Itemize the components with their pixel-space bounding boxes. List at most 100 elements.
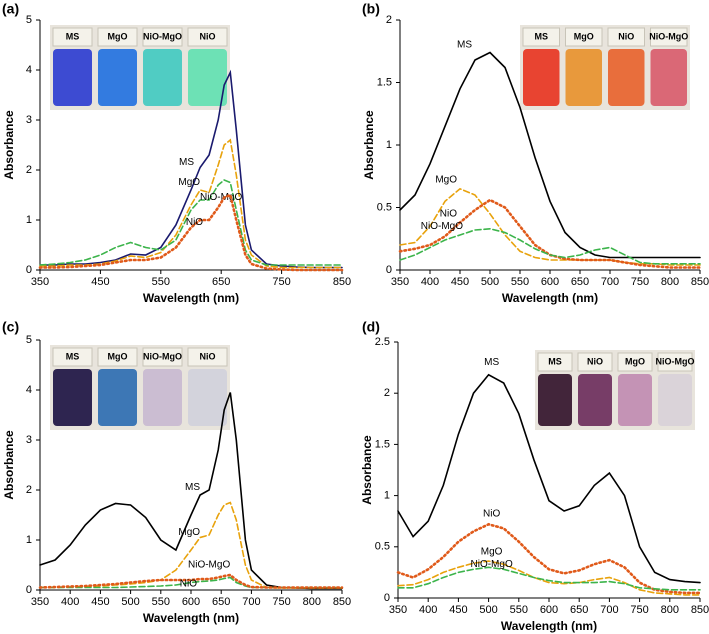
vial-cap [537,352,573,372]
curve-label: MgO [178,177,200,188]
y-axis-title: Absorbance [2,430,16,500]
x-tick-label: 550 [510,604,528,616]
x-tick-label: 500 [479,604,497,616]
vial-label: MgO [625,356,645,366]
vial-label: NiO-MgO [649,31,688,41]
x-tick-label: 650 [570,604,588,616]
spectrum-line [399,51,701,259]
y-tick-label: 1 [384,490,390,502]
x-tick-label: 800 [303,596,321,608]
spectrum-line [397,373,701,584]
vial [618,374,652,426]
vial-cap [187,347,228,367]
x-tick-label: 350 [391,276,409,288]
vial [98,369,137,426]
y-tick-label: 4 [26,64,32,76]
x-tick-label: 650 [212,596,230,608]
x-tick-label: 750 [272,276,290,288]
vial [188,49,227,106]
vial [658,374,692,426]
x-tick-label: 350 [31,276,49,288]
x-tick-label: 550 [511,276,529,288]
y-tick-label: 1 [26,214,32,226]
vial-label: NiO [587,356,603,366]
vial-cap [187,27,228,47]
y-tick-label: 3 [26,434,32,446]
vial-label: NiO-MgO [143,31,182,41]
vial [578,374,612,426]
y-tick-label: 2 [384,387,390,399]
x-tick-label: 500 [121,596,139,608]
vial-cap [52,27,93,47]
vial-label: NiO [199,351,215,361]
y-tick-label: 2 [386,14,392,26]
x-tick-label: 550 [152,596,170,608]
panel-label: (d) [362,319,380,335]
x-tick-label: 400 [421,276,439,288]
x-tick-label: 700 [242,596,260,608]
vial-label: NiO-MgO [656,356,695,366]
curve-label: NiO [180,579,197,590]
vial-cap [617,352,653,372]
x-tick-label: 600 [540,604,558,616]
curve-label: MS [185,482,200,493]
vial-label: MgO [574,31,594,41]
vial-cap [97,27,138,47]
vial [608,49,645,106]
vial-cap [142,347,183,367]
vial-cap [607,27,645,47]
x-tick-label: 700 [601,276,619,288]
vial-label: MS [548,356,562,366]
curve-label: MS [457,40,472,51]
vial-cap [97,347,138,367]
y-tick-label: 3 [26,114,32,126]
vial [523,49,560,106]
y-tick-label: 0 [26,584,32,596]
vial [188,369,227,426]
panel-label: (a) [2,1,19,17]
y-tick-label: 0.5 [377,201,392,213]
y-tick-label: 5 [26,14,32,26]
y-axis-title: Absorbance [360,435,374,505]
y-tick-label: 0 [386,264,392,276]
vial-label: NiO-MgO [143,351,182,361]
x-tick-label: 400 [61,596,79,608]
vial-label: MS [66,351,80,361]
vial-cap [52,347,93,367]
curve-label: MS [179,157,194,168]
vial [538,374,572,426]
spectrum-line [397,560,701,596]
x-axis-title: Wavelength (nm) [501,619,597,633]
y-tick-label: 2 [26,484,32,496]
spectrum-line [39,69,343,269]
vial-label: MS [66,31,80,41]
curve-label: NiO-MgO [188,560,230,571]
x-tick-label: 350 [31,596,49,608]
curve-label: MgO [178,527,200,538]
x-tick-label: 400 [419,604,437,616]
curve-label: NiO-MgO [471,559,513,570]
x-tick-label: 750 [630,604,648,616]
y-axis-title: Absorbance [362,110,376,180]
curve-label: NiO-MgO [200,192,242,203]
spectrum-line [396,522,702,595]
vial-cap [565,27,603,47]
x-tick-label: 800 [661,604,679,616]
spectrum-line [399,227,701,265]
x-tick-label: 550 [152,276,170,288]
y-tick-label: 1.5 [377,76,392,88]
spectrum-line [397,566,701,591]
x-tick-label: 750 [272,596,290,608]
x-tick-label: 600 [541,276,559,288]
vial [53,369,92,426]
y-tick-label: 1 [386,139,392,151]
vial-label: MS [535,31,549,41]
curve-label: NiO-MgO [421,221,463,232]
vial-label: MgO [108,31,128,41]
y-tick-label: 0 [26,264,32,276]
spectrum-line [39,179,343,266]
x-tick-label: 650 [571,276,589,288]
x-tick-label: 500 [481,276,499,288]
panel-label: (b) [362,1,380,17]
curve-label: NiO [186,217,203,228]
